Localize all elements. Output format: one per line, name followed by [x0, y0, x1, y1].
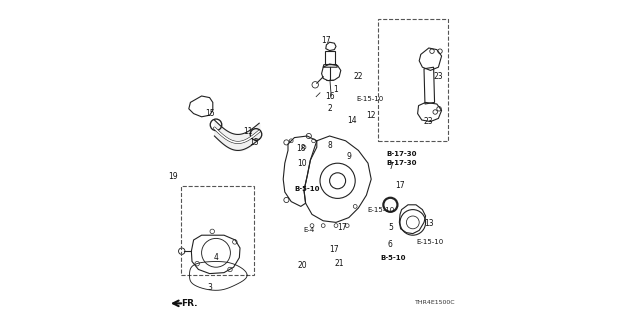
Text: 9: 9 [346, 152, 351, 161]
Text: 10: 10 [298, 159, 307, 168]
Text: 14: 14 [347, 116, 357, 124]
Text: 5: 5 [388, 223, 393, 232]
Text: 4: 4 [214, 253, 218, 262]
Text: 15: 15 [250, 138, 259, 147]
Text: 11: 11 [243, 127, 253, 136]
Text: 18: 18 [296, 144, 305, 153]
Text: 23: 23 [433, 72, 444, 81]
Text: 7: 7 [388, 162, 393, 171]
Text: 21: 21 [335, 260, 344, 268]
Text: 17: 17 [330, 245, 339, 254]
Text: 12: 12 [367, 111, 376, 120]
Text: 19: 19 [168, 172, 178, 180]
Text: 22: 22 [354, 72, 363, 81]
Bar [378, 19, 448, 141]
Text: E-15-10: E-15-10 [356, 96, 383, 102]
Text: 16: 16 [324, 92, 335, 100]
Text: 20: 20 [298, 261, 307, 270]
Text: B-5-10: B-5-10 [381, 255, 406, 260]
Text: 23: 23 [424, 117, 434, 126]
Text: 3: 3 [207, 284, 212, 292]
Text: E-4: E-4 [303, 228, 314, 233]
Text: 6: 6 [388, 240, 393, 249]
Text: 17: 17 [395, 181, 405, 190]
Text: 2: 2 [327, 104, 332, 113]
Text: B-5-10: B-5-10 [294, 186, 320, 192]
Text: 13: 13 [424, 220, 434, 228]
Text: 15: 15 [205, 109, 214, 118]
Text: 17: 17 [321, 36, 332, 44]
Text: E-15-10: E-15-10 [367, 207, 394, 212]
Text: E-15-10: E-15-10 [417, 239, 444, 244]
Text: B-17-30: B-17-30 [387, 151, 417, 156]
Bar [181, 186, 255, 275]
Text: B-17-30: B-17-30 [387, 160, 417, 166]
Text: THR4E1500C: THR4E1500C [415, 300, 456, 305]
Text: 17: 17 [337, 223, 348, 232]
Text: 8: 8 [327, 141, 332, 150]
Text: 1: 1 [333, 85, 339, 94]
Text: FR.: FR. [181, 299, 197, 308]
